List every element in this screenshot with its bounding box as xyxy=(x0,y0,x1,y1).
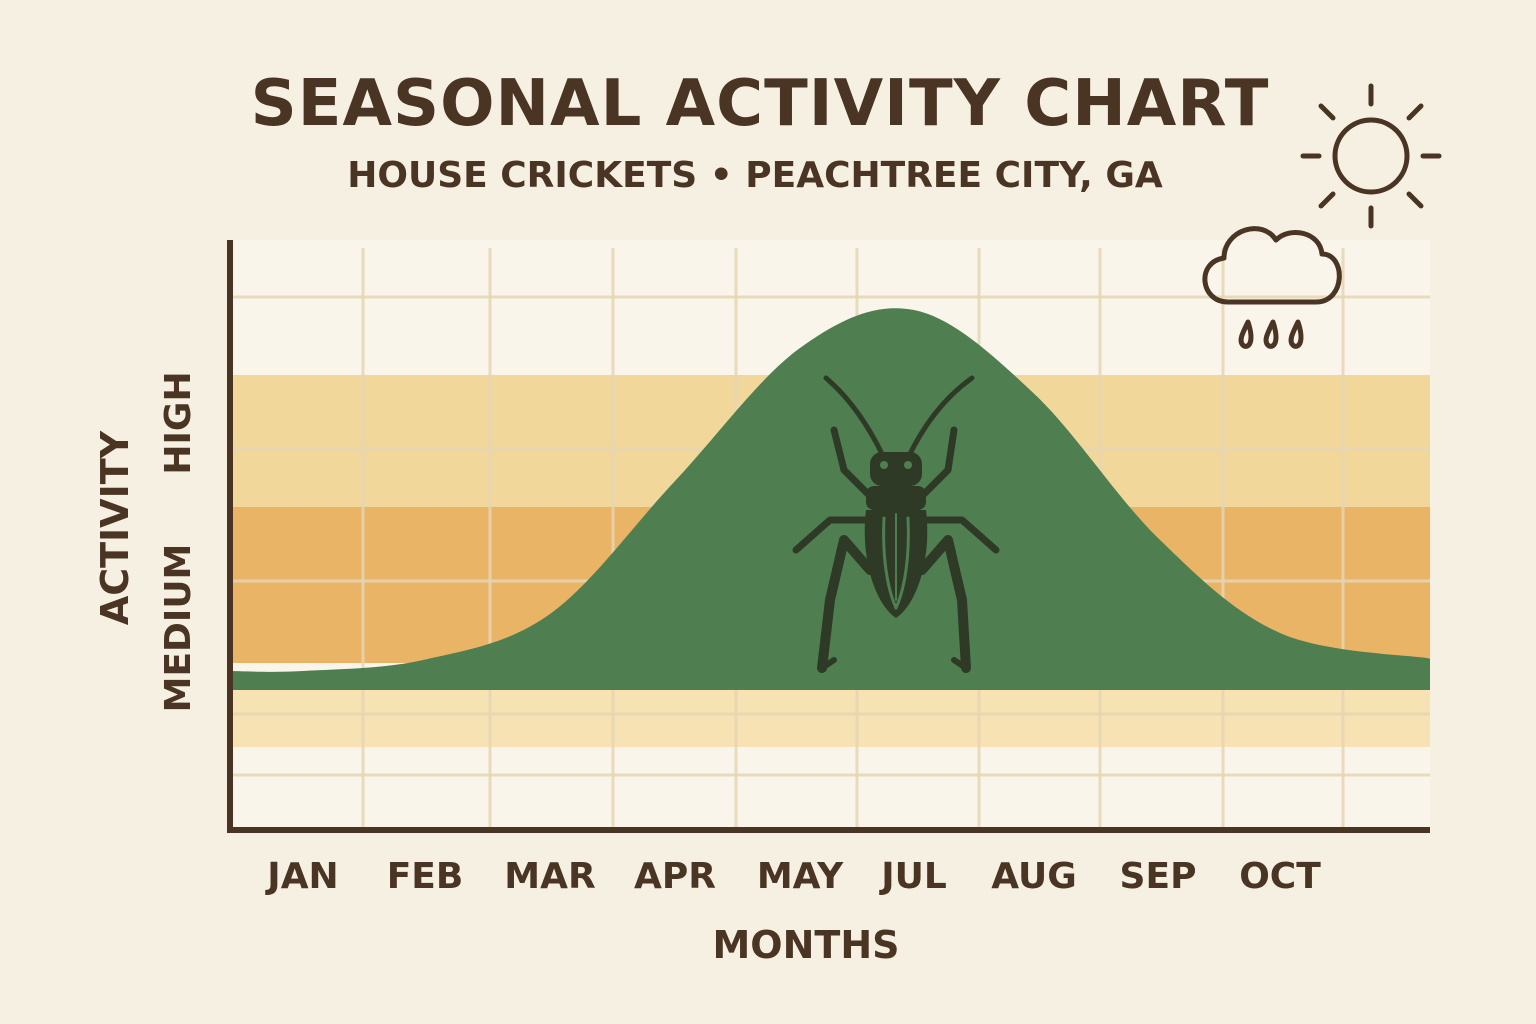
y-axis-title: ACTIVITY xyxy=(93,430,137,625)
x-tick-label-sep: SEP xyxy=(1120,856,1197,897)
x-tick-label-aug: AUG xyxy=(991,856,1077,897)
x-tick-label-oct: OCT xyxy=(1239,856,1321,897)
cricket-icon xyxy=(792,375,1000,673)
y-tick-label-high: HIGH xyxy=(158,371,199,474)
x-tick-label-apr: APR xyxy=(634,856,716,897)
x-tick-label-mar: MAR xyxy=(504,856,595,897)
x-tick-label-jul: JUL xyxy=(878,856,947,897)
y-tick-label-medium: MEDIUM xyxy=(158,544,199,713)
chart-subtitle: HOUSE CRICKETS • PEACHTREE CITY, GA xyxy=(347,155,1163,196)
x-tick-label-feb: FEB xyxy=(387,856,464,897)
x-axis-title: MONTHS xyxy=(712,923,899,967)
band-low xyxy=(230,690,1430,747)
sun-icon xyxy=(1300,83,1442,229)
chart-title: SEASONAL ACTIVITY CHART xyxy=(250,67,1270,141)
rain-cloud-icon xyxy=(1202,226,1342,349)
x-tick-label-jan: JAN xyxy=(264,856,338,897)
activity-curve-area xyxy=(230,308,1430,690)
x-tick-label-may: MAY xyxy=(757,856,844,897)
x-tick-labels: JAN FEB MAR APR MAY JUL AUG SEP OCT xyxy=(264,856,1321,897)
